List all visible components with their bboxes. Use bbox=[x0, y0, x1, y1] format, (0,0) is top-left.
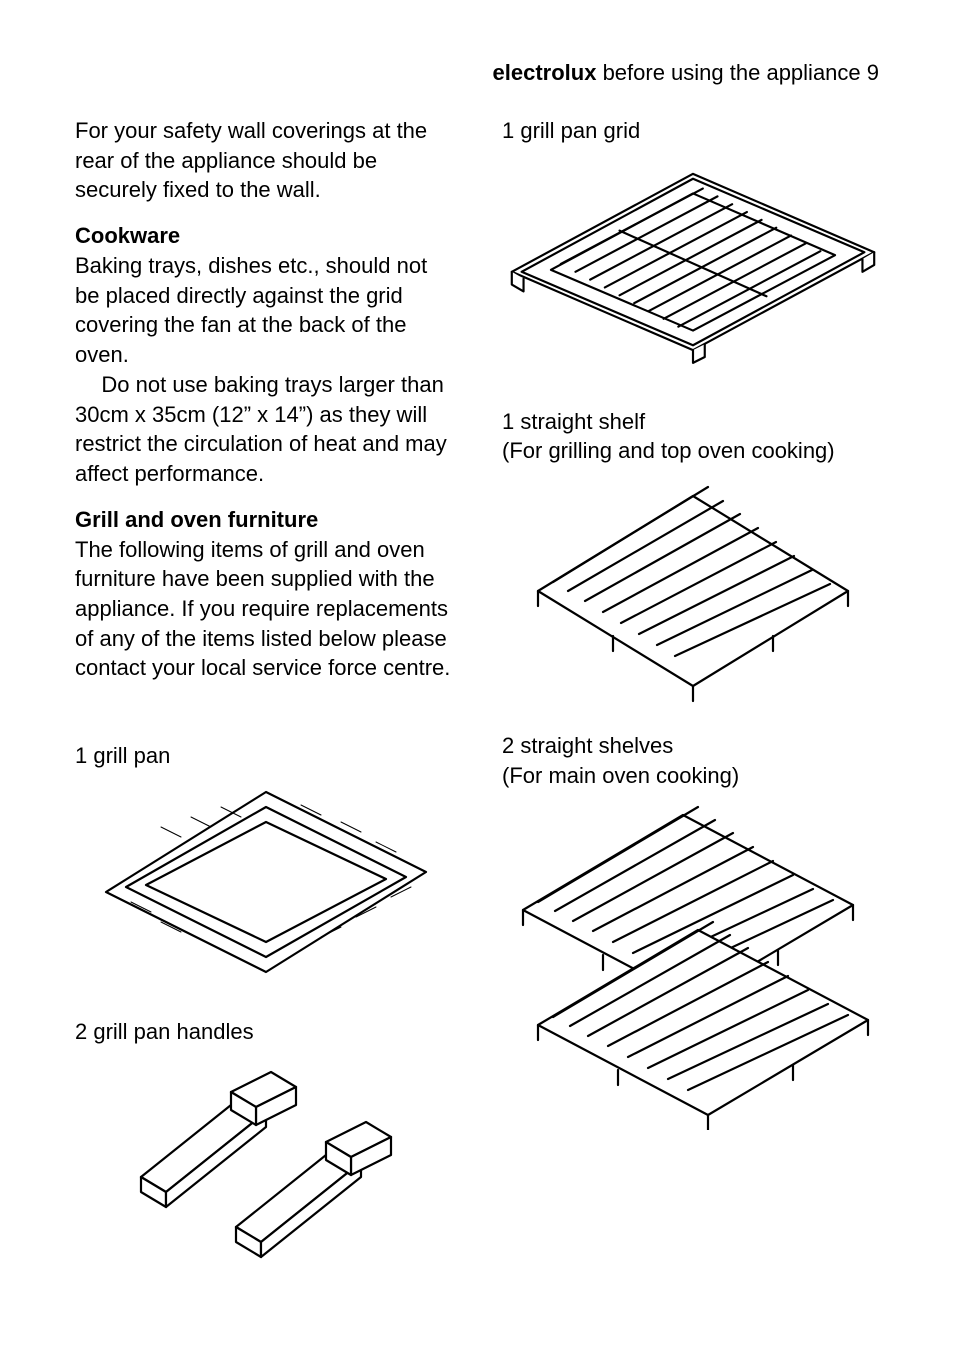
straight-shelves-diagram bbox=[502, 800, 884, 1130]
page: electrolux before using the appliance 9 … bbox=[0, 0, 954, 1302]
cookware-paragraph-2: Do not use baking trays larger than 30cm… bbox=[75, 370, 457, 489]
cookware-heading: Cookware bbox=[75, 223, 457, 249]
grill-pan-handles-label: 2 grill pan handles bbox=[75, 1017, 457, 1047]
section-title: before using the appliance 9 bbox=[596, 60, 879, 85]
grill-pan-grid-diagram bbox=[502, 152, 884, 372]
brand-name: electrolux bbox=[493, 60, 597, 85]
columns: For your safety wall coverings at the re… bbox=[75, 116, 884, 1262]
straight-shelves-sub: (For main oven cooking) bbox=[502, 761, 884, 791]
safety-paragraph: For your safety wall coverings at the re… bbox=[75, 116, 457, 205]
grill-pan-label: 1 grill pan bbox=[75, 741, 457, 771]
straight-shelf-diagram bbox=[502, 476, 884, 706]
cookware-paragraph-1: Baking trays, dishes etc., should not be… bbox=[75, 251, 457, 370]
straight-shelf-sub: (For grilling and top oven cooking) bbox=[502, 436, 884, 466]
right-column: 1 grill pan grid bbox=[502, 116, 884, 1262]
furniture-heading: Grill and oven furniture bbox=[75, 507, 457, 533]
grill-pan-handles-diagram bbox=[75, 1052, 457, 1262]
straight-shelf-label: 1 straight shelf bbox=[502, 407, 884, 437]
grill-pan-diagram bbox=[75, 777, 457, 987]
furniture-paragraph: The following items of grill and oven fu… bbox=[75, 535, 457, 683]
left-column: For your safety wall coverings at the re… bbox=[75, 116, 457, 1262]
grill-pan-grid-label: 1 grill pan grid bbox=[502, 116, 884, 146]
straight-shelves-label: 2 straight shelves bbox=[502, 731, 884, 761]
page-header: electrolux before using the appliance 9 bbox=[75, 60, 884, 86]
